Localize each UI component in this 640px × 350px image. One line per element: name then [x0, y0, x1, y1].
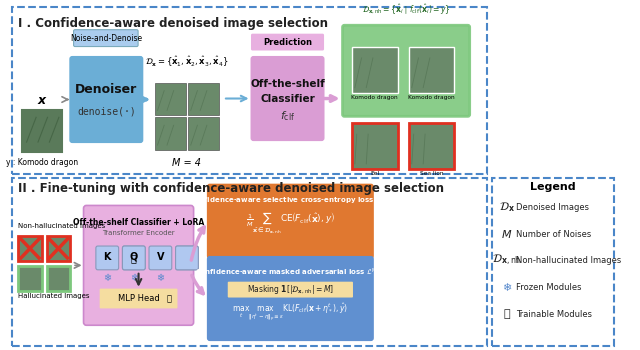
Bar: [12, 7, 487, 174]
Text: ❄: ❄: [502, 283, 511, 293]
FancyBboxPatch shape: [18, 236, 42, 261]
FancyBboxPatch shape: [96, 246, 118, 270]
Text: Noise-and-Denoise: Noise-and-Denoise: [70, 34, 142, 43]
Text: Frozen Modules: Frozen Modules: [516, 283, 582, 292]
Text: Denoiser: Denoiser: [75, 83, 138, 96]
Text: Non-hallucinated Images: Non-hallucinated Images: [516, 257, 621, 265]
FancyBboxPatch shape: [188, 117, 220, 150]
Text: Komodo dragon: Komodo dragon: [408, 94, 455, 99]
Text: $\mathcal{D}_{\mathbf{x},\mathrm{nh}}$: $\mathcal{D}_{\mathbf{x},\mathrm{nh}}$: [492, 253, 522, 268]
Text: Classifier: Classifier: [260, 93, 315, 104]
FancyBboxPatch shape: [155, 83, 186, 116]
FancyBboxPatch shape: [251, 34, 324, 50]
FancyBboxPatch shape: [228, 282, 353, 298]
FancyBboxPatch shape: [207, 256, 374, 341]
Text: M = 4: M = 4: [172, 158, 202, 168]
FancyBboxPatch shape: [122, 246, 145, 270]
FancyBboxPatch shape: [352, 123, 397, 169]
FancyBboxPatch shape: [409, 47, 454, 93]
Text: $M$: $M$: [501, 228, 513, 240]
Text: $f_{\mathrm{clf}}$: $f_{\mathrm{clf}}$: [280, 109, 295, 123]
Text: 🔥: 🔥: [166, 294, 172, 303]
FancyBboxPatch shape: [47, 266, 70, 290]
FancyBboxPatch shape: [84, 205, 193, 325]
Text: Eel: Eel: [370, 171, 380, 176]
Text: $\mathcal{D}_{\mathbf{x},\mathrm{nh}} = \{\hat{\mathbf{x}}_i \mid f_{\mathrm{clf: $\mathcal{D}_{\mathbf{x},\mathrm{nh}} = …: [362, 3, 451, 18]
Text: $\max_t \max_{\|\eta^t - \eta\|_p \leq \varepsilon} \mathrm{KL}(F_{\mathrm{clf}}: $\max_t \max_{\|\eta^t - \eta\|_p \leq \…: [232, 301, 348, 323]
FancyBboxPatch shape: [155, 117, 186, 150]
Text: $\mathcal{D}_{\mathbf{x}}$: $\mathcal{D}_{\mathbf{x}}$: [499, 201, 515, 214]
Text: Prediction: Prediction: [263, 37, 312, 47]
Text: 🔥: 🔥: [504, 309, 510, 319]
Text: ❄: ❄: [156, 273, 164, 283]
Text: Masking $\mathbf{1}[|\mathcal{D}_{\mathbf{x},\mathrm{nh}}| = M]$: Masking $\mathbf{1}[|\mathcal{D}_{\mathb…: [247, 283, 334, 296]
FancyBboxPatch shape: [342, 25, 470, 116]
Text: 🔥: 🔥: [131, 253, 137, 263]
Text: MLP Head: MLP Head: [118, 294, 159, 303]
FancyBboxPatch shape: [409, 123, 454, 169]
Text: Denoised Images: Denoised Images: [516, 203, 589, 212]
Text: Komodo dragon: Komodo dragon: [351, 94, 398, 99]
FancyBboxPatch shape: [149, 246, 172, 270]
Text: Off-the-shelf: Off-the-shelf: [250, 79, 325, 89]
FancyBboxPatch shape: [188, 83, 220, 116]
Text: $\mathcal{D}_{\mathbf{x}} = \{\hat{\mathbf{x}}_1, \hat{\mathbf{x}}_2, \hat{\math: $\mathcal{D}_{\mathbf{x}} = \{\hat{\math…: [145, 55, 228, 69]
Text: Transformer Encoder: Transformer Encoder: [102, 230, 175, 236]
Text: Q: Q: [130, 252, 138, 262]
FancyBboxPatch shape: [47, 236, 70, 261]
FancyBboxPatch shape: [74, 30, 138, 47]
FancyBboxPatch shape: [100, 289, 177, 308]
Text: II . Fine-tuning with confidence-aware denoised image selection: II . Fine-tuning with confidence-aware d…: [18, 182, 444, 195]
Text: Trainable Modules: Trainable Modules: [516, 310, 592, 319]
Text: denoise(·): denoise(·): [77, 107, 136, 117]
Text: Non-hallucinated Images: Non-hallucinated Images: [18, 223, 106, 229]
FancyBboxPatch shape: [22, 110, 61, 152]
FancyBboxPatch shape: [207, 184, 374, 259]
Text: ❄: ❄: [103, 273, 111, 283]
FancyBboxPatch shape: [18, 266, 42, 290]
Text: Sea lion: Sea lion: [420, 171, 444, 176]
FancyBboxPatch shape: [69, 56, 143, 143]
Text: Confidence-aware selective cross-entropy loss $\mathcal{L}^{\mathrm{SCE}}$: Confidence-aware selective cross-entropy…: [189, 195, 392, 207]
FancyBboxPatch shape: [250, 56, 324, 141]
Text: Confidence-aware masked adversarial loss $\mathcal{L}^{\mathrm{MAdv}}$: Confidence-aware masked adversarial loss…: [195, 267, 386, 278]
FancyBboxPatch shape: [122, 246, 145, 270]
FancyBboxPatch shape: [175, 246, 198, 270]
Text: y : Komodo dragon: y : Komodo dragon: [6, 158, 78, 167]
Text: Number of Noises: Number of Noises: [516, 230, 591, 239]
Text: K: K: [104, 252, 111, 262]
Bar: [12, 178, 487, 346]
Text: $\frac{1}{M} \sum_{\hat{\mathbf{x}} \in \mathcal{D}_{\mathbf{x},\mathrm{nh}}} \m: $\frac{1}{M} \sum_{\hat{\mathbf{x}} \in …: [246, 211, 335, 236]
Text: x: x: [38, 94, 46, 107]
Text: V: V: [157, 252, 164, 262]
Text: Legend: Legend: [531, 182, 576, 192]
Text: Off-the-shelf Classifier + LoRA: Off-the-shelf Classifier + LoRA: [73, 218, 204, 227]
Text: Hallucinated Images: Hallucinated Images: [18, 293, 90, 299]
Text: I . Confidence-aware denoised image selection: I . Confidence-aware denoised image sele…: [18, 18, 328, 30]
FancyBboxPatch shape: [175, 246, 198, 270]
FancyBboxPatch shape: [352, 47, 397, 93]
Text: ❄: ❄: [130, 273, 138, 283]
Bar: [492, 178, 614, 346]
